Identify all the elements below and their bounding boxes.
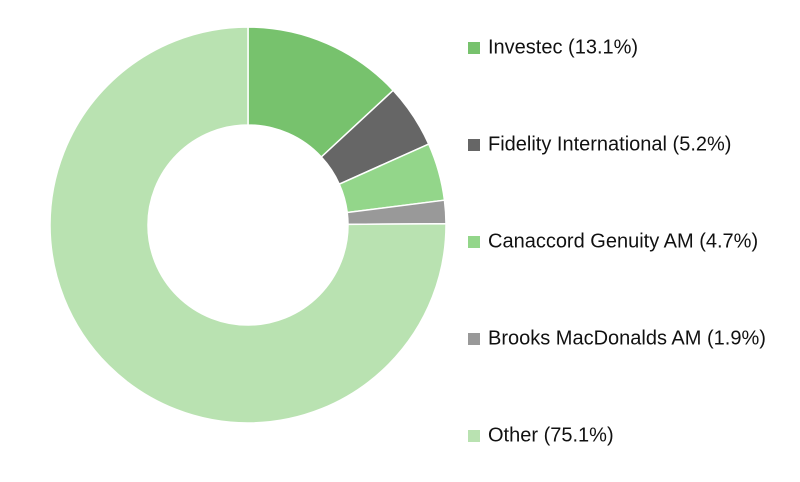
legend-swatch xyxy=(468,430,480,442)
legend-swatch xyxy=(468,139,480,151)
legend-label: Brooks MacDonalds AM (1.9%) xyxy=(488,327,766,349)
legend-swatch xyxy=(468,333,480,345)
donut-slice xyxy=(49,26,447,424)
legend-swatch xyxy=(468,236,480,248)
legend-swatch xyxy=(468,42,480,54)
legend-label: Investec (13.1%) xyxy=(488,36,638,58)
legend-label: Canaccord Genuity AM (4.7%) xyxy=(488,230,758,252)
legend-label: Fidelity International (5.2%) xyxy=(488,133,731,155)
legend-label: Other (75.1%) xyxy=(488,424,614,446)
